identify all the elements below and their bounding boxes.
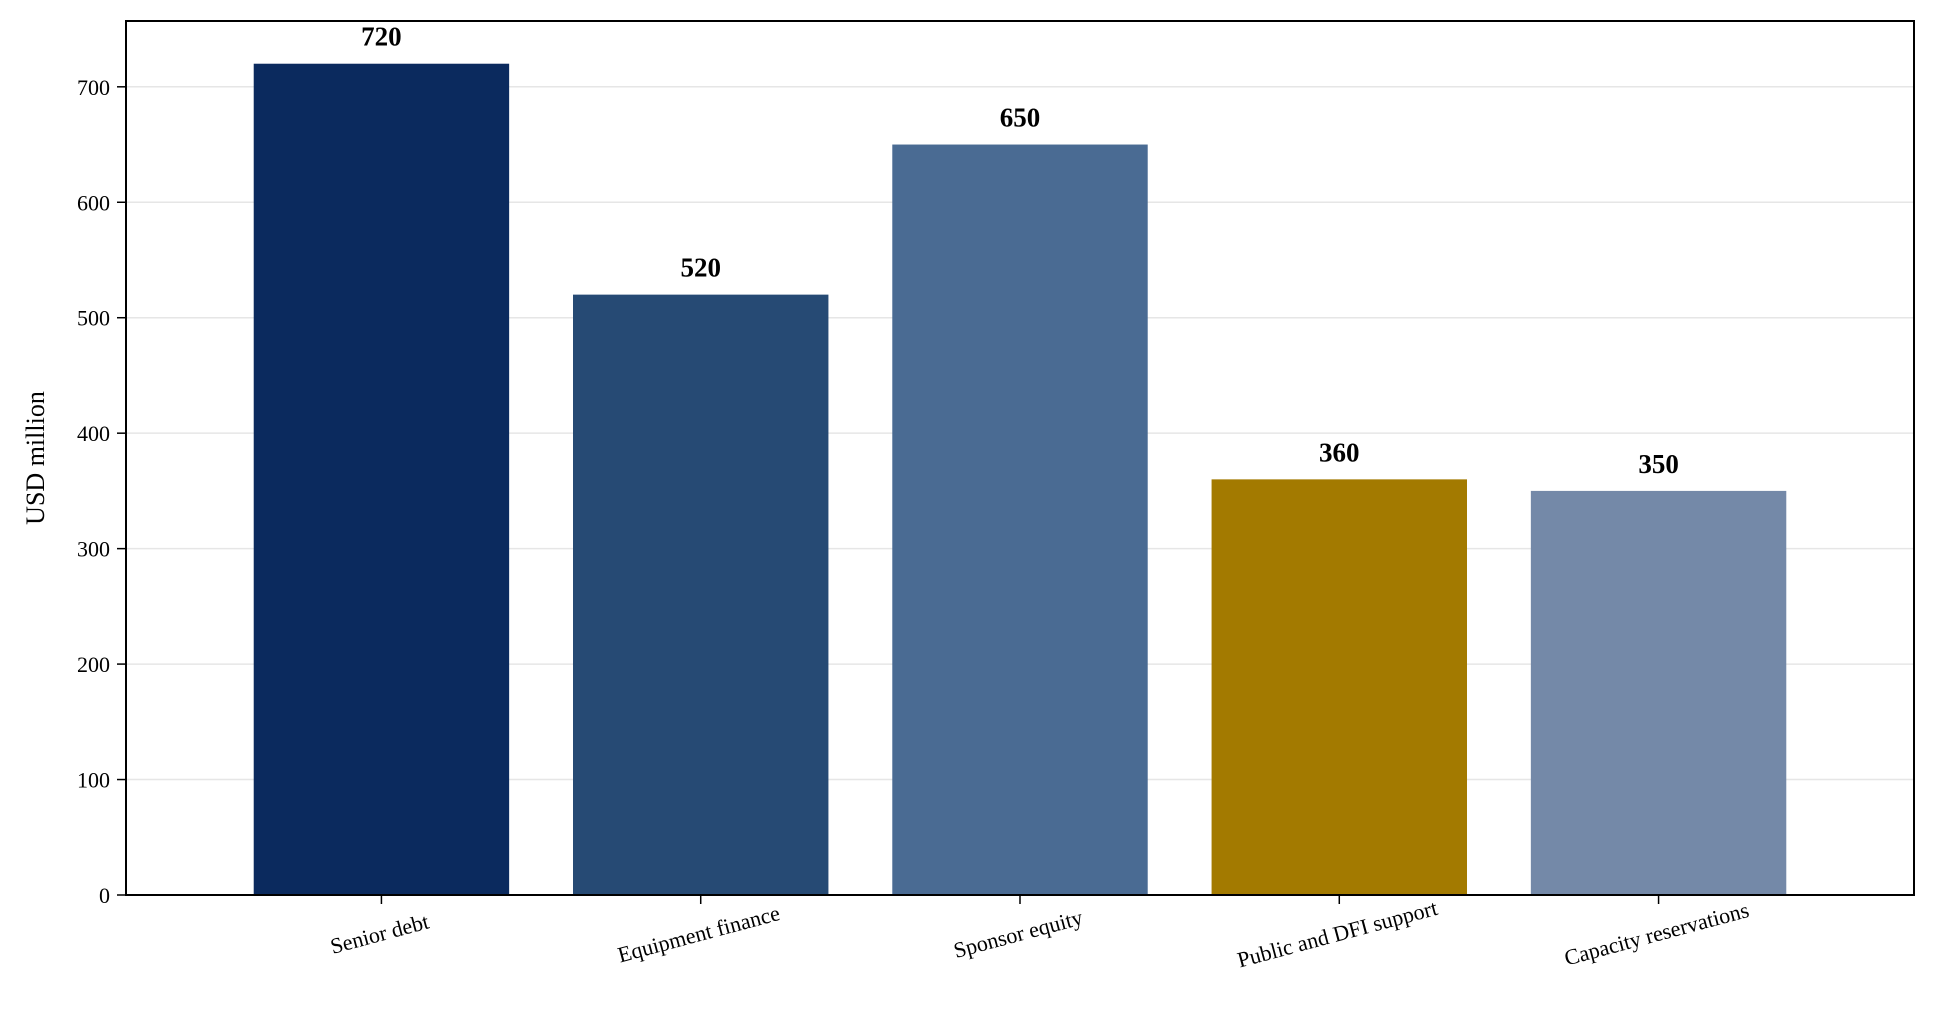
bar <box>892 144 1148 895</box>
bar <box>1211 479 1467 895</box>
y-tick-label: 200 <box>77 652 110 677</box>
bar <box>253 63 510 895</box>
bar-value-label: 520 <box>680 253 721 283</box>
data-labels: 720 520 650 360 350 <box>361 22 1679 479</box>
bar-value-label: 650 <box>1000 103 1041 133</box>
bar <box>1530 490 1787 895</box>
y-tick-label: 600 <box>77 190 110 215</box>
y-tick-label: 100 <box>77 768 110 793</box>
y-tick-label: 700 <box>77 75 110 100</box>
bar-value-label: 360 <box>1319 437 1360 467</box>
y-axis-title: USD million <box>21 391 50 525</box>
y-tick-label: 300 <box>77 537 110 562</box>
y-tick-label: 0 <box>99 883 110 908</box>
y-tick-label: 400 <box>77 421 110 446</box>
y-tick-label: 500 <box>77 306 110 331</box>
y-axis-ticks: 0 100 200 300 400 500 600 700 <box>77 75 126 908</box>
bar-value-label: 350 <box>1638 449 1679 479</box>
bar-value-label: 720 <box>361 22 402 52</box>
bar <box>573 294 829 895</box>
bars <box>253 63 1787 895</box>
